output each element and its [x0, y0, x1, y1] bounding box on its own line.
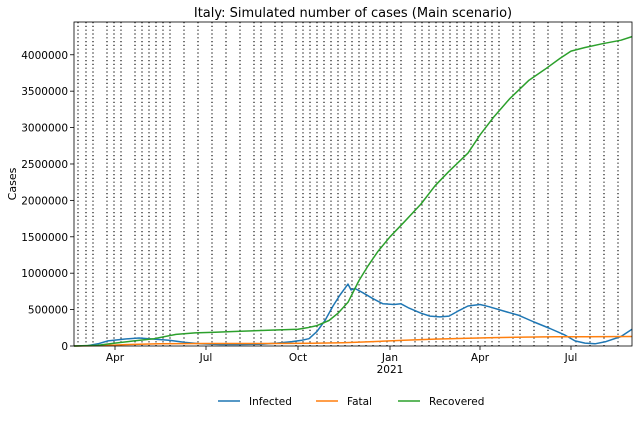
x-tick-label: Apr [106, 352, 125, 364]
x-year-label: 2021 [377, 364, 404, 376]
series-lines [73, 35, 633, 347]
chart-title: Italy: Simulated number of cases (Main s… [194, 6, 512, 21]
legend-label: Recovered [429, 396, 484, 408]
series-line-recovered [73, 35, 633, 347]
y-tick-label: 0 [61, 341, 68, 353]
series-line-infected [73, 283, 633, 347]
x-tick-label: Jul [564, 352, 578, 364]
legend-label: Infected [249, 396, 292, 408]
y-tick-label: 2500000 [21, 159, 68, 171]
legend-label: Fatal [347, 396, 372, 408]
plot-frame [73, 21, 633, 347]
y-axis-label: Cases [6, 167, 19, 200]
x-tick-label: Jul [199, 352, 213, 364]
y-tick-label: 500000 [28, 305, 68, 317]
y-axis: 0 500000 1000000 1500000 2000000 2500000 30000… [21, 50, 74, 353]
legend: Infected Fatal Recovered [218, 396, 484, 408]
y-tick-label: 3500000 [21, 86, 68, 98]
x-tick-label: Jan [381, 352, 398, 364]
y-tick-label: 1500000 [21, 232, 68, 244]
y-tick-label: 4000000 [21, 50, 68, 62]
change-date-lines [77, 22, 619, 346]
y-tick-label: 1000000 [21, 268, 68, 280]
y-tick-label: 3000000 [21, 123, 68, 135]
x-tick-label: Oct [289, 352, 307, 364]
x-axis: Apr Jul Oct Jan Apr Jul 2021 [106, 346, 577, 376]
x-tick-label: Apr [471, 352, 490, 364]
series-line-fatal [73, 335, 633, 347]
y-tick-label: 2000000 [21, 195, 68, 207]
